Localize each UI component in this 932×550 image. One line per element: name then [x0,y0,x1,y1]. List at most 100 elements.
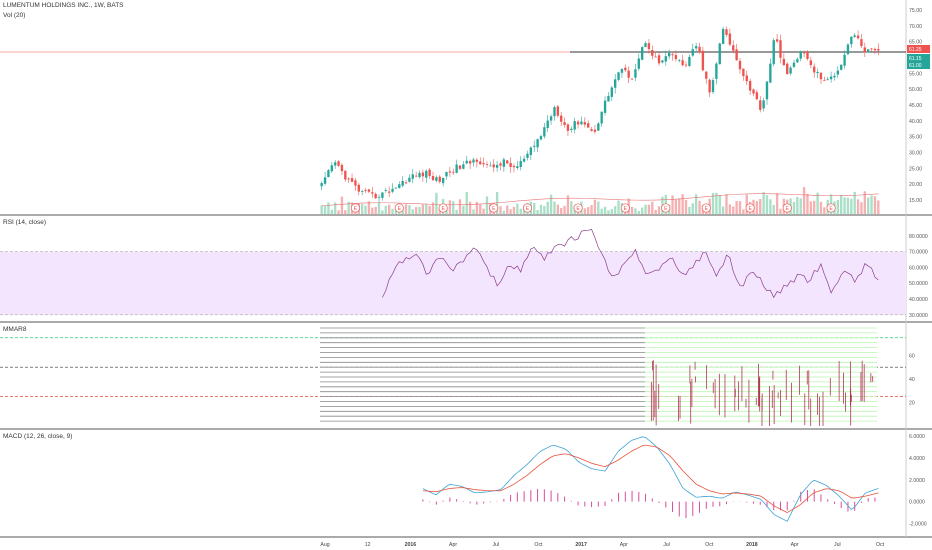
volume-bar[interactable] [678,198,681,214]
candle-body[interactable] [435,177,438,181]
candle-body[interactable] [806,51,809,60]
volume-bar[interactable] [640,207,644,214]
candle-body[interactable] [809,60,813,66]
candle-body[interactable] [479,161,482,165]
volume-bar[interactable] [850,198,853,214]
candle-body[interactable] [853,35,856,37]
candle-body[interactable] [792,62,796,67]
volume-bar[interactable] [418,207,421,214]
volume-bar[interactable] [371,207,374,214]
volume-bar[interactable] [553,201,556,214]
volume-bar[interactable] [475,201,479,214]
candle-body[interactable] [752,89,755,94]
candle-body[interactable] [769,63,772,83]
candle-body[interactable] [593,129,597,132]
candle-body[interactable] [570,128,573,130]
candle-body[interactable] [860,39,863,47]
candle-body[interactable] [833,75,836,78]
volume-bar[interactable] [384,205,387,214]
candle-body[interactable] [627,70,630,78]
candle-body[interactable] [482,163,485,165]
volume-bar[interactable] [465,191,468,214]
volume-bar[interactable] [394,209,398,214]
volume-bar[interactable] [671,195,674,214]
candle-body[interactable] [468,161,472,164]
volume-bar[interactable] [688,206,691,214]
volume-bar[interactable] [401,209,404,214]
volume-bar[interactable] [614,206,617,214]
volume-bar[interactable] [856,199,860,214]
volume-bar[interactable] [516,203,519,214]
volume-bar[interactable] [759,199,762,214]
volume-bar[interactable] [506,205,509,214]
candle-body[interactable] [414,175,418,177]
candle-body[interactable] [755,92,759,100]
volume-bar[interactable] [323,206,327,214]
candle-body[interactable] [856,35,860,39]
volume-bar[interactable] [556,204,560,214]
volume-bar[interactable] [455,209,458,214]
earnings-marker[interactable] [620,203,630,213]
candle-body[interactable] [330,165,333,172]
volume-bar[interactable] [813,200,816,214]
candle-body[interactable] [748,80,752,91]
candle-body[interactable] [549,116,553,121]
volume-bar[interactable] [560,207,563,214]
candle-body[interactable] [519,160,522,168]
volume-bar[interactable] [593,199,597,214]
candle-body[interactable] [610,87,613,97]
volume-bar[interactable] [755,201,759,214]
candle-body[interactable] [536,139,539,148]
candle-body[interactable] [418,172,421,178]
candle-body[interactable] [671,54,674,56]
candle-body[interactable] [509,162,512,168]
candle-body[interactable] [745,75,748,82]
candle-body[interactable] [411,174,414,179]
candle-body[interactable] [438,176,441,182]
candle-body[interactable] [583,122,586,125]
candle-body[interactable] [863,47,866,53]
volume-bar[interactable] [684,200,688,214]
candle-body[interactable] [492,164,495,168]
volume-bar[interactable] [809,201,813,214]
candle-body[interactable] [553,107,556,117]
volume-bar[interactable] [320,205,323,214]
volume-bar[interactable] [549,194,553,214]
candle-body[interactable] [394,187,398,189]
candle-body[interactable] [691,49,694,56]
candle-body[interactable] [556,106,560,116]
earnings-marker[interactable] [701,203,711,213]
candle-body[interactable] [334,162,337,166]
volume-bar[interactable] [802,187,806,214]
candle-body[interactable] [350,178,354,182]
earnings-marker[interactable] [661,203,671,213]
candle-body[interactable] [607,95,610,102]
candle-body[interactable] [472,159,475,163]
volume-bar[interactable] [775,193,779,214]
candle-body[interactable] [445,172,448,177]
candle-body[interactable] [732,45,735,51]
volume-bar[interactable] [334,202,337,214]
candle-body[interactable] [475,159,479,162]
candle-body[interactable] [425,170,428,178]
volume-bar[interactable] [414,207,418,214]
candle-body[interactable] [620,69,624,73]
volume-bar[interactable] [674,199,678,214]
volume-bar[interactable] [694,194,698,214]
candle-body[interactable] [546,120,549,128]
candle-body[interactable] [458,165,462,169]
candle-body[interactable] [580,121,583,125]
rsi-line[interactable] [382,228,879,299]
candle-body[interactable] [573,121,576,130]
volume-bar[interactable] [391,208,394,214]
volume-bar[interactable] [792,201,796,214]
candle-body[interactable] [678,59,681,61]
volume-bar[interactable] [367,201,371,214]
candle-body[interactable] [647,43,651,50]
volume-bar[interactable] [590,205,593,214]
volume-bar[interactable] [468,201,472,214]
volume-bar[interactable] [647,204,651,214]
volume-bar[interactable] [512,206,516,214]
candle-body[interactable] [526,153,529,158]
volume-bar[interactable] [327,202,330,214]
